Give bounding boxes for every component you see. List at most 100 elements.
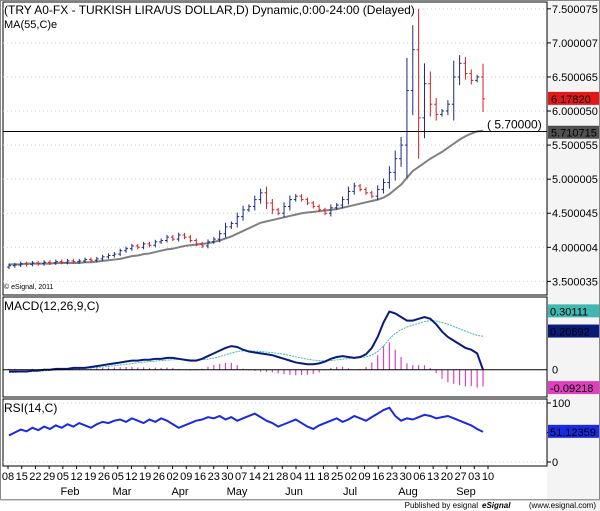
candle xyxy=(135,243,140,250)
candle xyxy=(340,196,345,209)
rsi-tick-label: 100 xyxy=(552,398,570,410)
date-tick-label: 09 xyxy=(358,471,370,483)
ma-label: MA(55,C)e xyxy=(4,19,57,31)
candle xyxy=(369,190,374,199)
candle xyxy=(129,243,134,251)
macd-zero-tick: 0 xyxy=(552,365,558,377)
candle xyxy=(381,178,386,194)
month-label: Apr xyxy=(171,486,188,498)
date-tick-label: 02 xyxy=(166,471,178,483)
candle xyxy=(165,235,169,243)
candle xyxy=(47,260,52,266)
date-tick-label: 11 xyxy=(304,471,315,483)
candle xyxy=(328,204,333,217)
date-axis: 08 15 22 29 05 12 19 26 05 12 19 26 02 09 16 23 30 07 14 21… xyxy=(2,466,494,498)
candle xyxy=(293,194,298,202)
candle xyxy=(299,194,304,202)
price-axis: 7.500075 7.000007 6.500065 6.000050 5.500055… xyxy=(547,4,598,288)
candle xyxy=(229,221,234,229)
candle xyxy=(416,8,421,159)
macd-line xyxy=(9,310,484,373)
date-tick-label: 10 xyxy=(482,471,494,483)
histogram-value: -0.09218 xyxy=(550,383,593,395)
candle xyxy=(258,188,263,204)
candle xyxy=(106,253,111,259)
date-tick-label: 07 xyxy=(235,471,247,483)
date-tick-label: 12 xyxy=(70,471,82,483)
date-tick-label: 23 xyxy=(386,471,398,483)
ma-line xyxy=(9,129,484,266)
date-tick-label: 23 xyxy=(208,471,220,483)
date-tick-label: 19 xyxy=(139,471,151,483)
macd-value: 0.30111 xyxy=(550,306,588,318)
rsi-tick-label: 0 xyxy=(552,457,558,469)
month-label: May xyxy=(227,486,248,498)
candle xyxy=(12,262,17,268)
candle xyxy=(410,25,415,116)
ma-value: 5.710715 xyxy=(551,128,597,140)
date-tick-label: 22 xyxy=(29,471,41,483)
copyright-label: © eSignal, 2011 xyxy=(4,283,54,291)
date-tick-label: 19 xyxy=(84,471,96,483)
candle xyxy=(7,263,11,270)
month-label: Jun xyxy=(285,486,303,498)
chart-title: (TRY A0-FX - TURKISH LIRA/US DOLLAR,D) D… xyxy=(4,3,415,17)
candle xyxy=(200,241,205,248)
candle xyxy=(264,186,269,210)
footer-url: (www.esignal.com) xyxy=(529,501,596,510)
panel-frame-0 xyxy=(2,1,548,296)
candle xyxy=(235,212,240,228)
candle xyxy=(59,259,64,265)
footer-published: Published by esignal xyxy=(405,501,479,510)
date-tick-label: 21 xyxy=(262,471,274,483)
candle xyxy=(77,258,82,264)
signal-value-badge xyxy=(548,324,599,338)
candle xyxy=(24,261,29,267)
macd-histogram xyxy=(8,342,484,388)
price-tick-label: 4.500045 xyxy=(552,208,598,220)
price-tick-label: 6.000050 xyxy=(552,106,598,118)
candle xyxy=(159,238,164,244)
rsi-panel: RSI(14,C) 100500 51.12359 xyxy=(4,398,599,469)
candle xyxy=(252,195,257,211)
candle xyxy=(422,63,427,139)
grid-lines xyxy=(3,8,547,463)
price-tick-label: 3.500035 xyxy=(552,276,598,288)
ma-value-badge xyxy=(548,125,599,139)
date-tick-label: 27 xyxy=(454,471,466,483)
candle xyxy=(112,252,117,258)
candle xyxy=(375,185,380,201)
date-tick-label: 26 xyxy=(98,471,110,483)
rsi-label: RSI(14,C) xyxy=(4,401,57,415)
rsi-value: 51.12359 xyxy=(550,427,596,439)
date-tick-label: 03 xyxy=(468,471,480,483)
candle xyxy=(358,183,363,192)
macd-value-badge xyxy=(548,304,599,318)
candle xyxy=(463,57,468,80)
date-tick-label: 30 xyxy=(400,471,412,483)
candle xyxy=(481,63,485,113)
date-tick-label: 08 xyxy=(2,471,14,483)
panel-frame-1 xyxy=(2,296,548,398)
candle xyxy=(334,203,339,210)
month-label: Feb xyxy=(61,486,80,498)
last-price-badge xyxy=(548,91,599,105)
moving-average-layer xyxy=(9,129,484,266)
candle xyxy=(18,261,23,268)
candle xyxy=(30,260,35,267)
histogram-value-badge xyxy=(548,381,599,395)
date-tick-label: 16 xyxy=(372,471,384,483)
candle xyxy=(94,256,99,263)
candlestick-layer xyxy=(7,8,485,270)
date-tick-label: 29 xyxy=(43,471,55,483)
price-tick-label: 5.000005 xyxy=(552,174,598,186)
date-tick-label: 25 xyxy=(331,471,343,483)
date-tick-label: 02 xyxy=(345,471,357,483)
candle xyxy=(88,257,93,263)
date-tick-label: 13 xyxy=(427,471,439,483)
rsi-line-layer xyxy=(8,406,484,437)
candle xyxy=(363,187,368,195)
candle xyxy=(440,108,445,117)
